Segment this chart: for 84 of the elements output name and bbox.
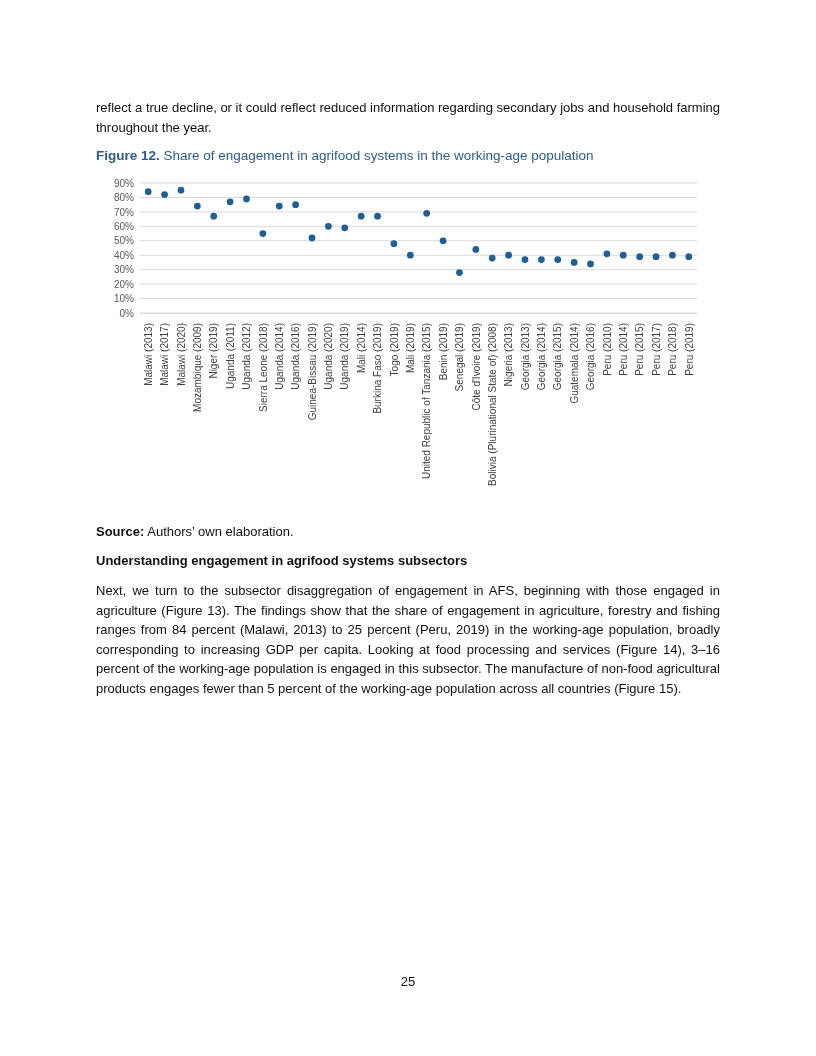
x-tick-label: Uganda (2019) bbox=[339, 323, 351, 390]
x-tick-label: Burkina Faso (2019) bbox=[372, 323, 384, 414]
point bbox=[652, 253, 660, 261]
point bbox=[308, 234, 316, 242]
x-tick-label: Georgia (2015) bbox=[552, 323, 564, 391]
y-tick-label: 60% bbox=[113, 221, 135, 233]
point bbox=[325, 222, 332, 230]
x-tick-label: Benin (2019) bbox=[437, 323, 449, 381]
x-tick-label: Mozambique (2009) bbox=[192, 323, 204, 412]
x-tick-label: Peru (2010) bbox=[601, 323, 613, 376]
source-note: Source: Authors’ own elaboration. bbox=[96, 524, 294, 539]
x-tick-label: Guinea-Bissau (2019) bbox=[306, 323, 318, 421]
point bbox=[570, 259, 578, 266]
x-tick-label: Uganda (2014) bbox=[273, 323, 285, 390]
x-tick-label: Uganda (2016) bbox=[290, 323, 302, 390]
x-tick-label: Niger (2019) bbox=[208, 323, 220, 379]
point bbox=[423, 209, 431, 217]
point bbox=[472, 246, 480, 253]
x-tick-label: Malawi (2013) bbox=[142, 323, 154, 386]
x-tick-label: Malawi (2017) bbox=[159, 323, 171, 386]
y-tick-label: 50% bbox=[113, 235, 135, 247]
text: 25 bbox=[399, 973, 417, 991]
point bbox=[243, 195, 250, 203]
x-tick-label: Mali (2014) bbox=[355, 323, 367, 374]
point bbox=[521, 256, 529, 263]
x-tick-label: Senegal (2019) bbox=[454, 323, 466, 392]
x-tick-label: Georgia (2013) bbox=[519, 323, 531, 391]
point bbox=[406, 251, 414, 259]
y-tick-label: 80% bbox=[113, 192, 135, 204]
y-tick-label: 30% bbox=[113, 264, 135, 276]
x-tick-label: Uganda (2020) bbox=[323, 323, 335, 390]
point bbox=[554, 256, 562, 263]
point bbox=[357, 212, 365, 220]
y-tick-label: 40% bbox=[113, 249, 135, 261]
point bbox=[259, 230, 267, 237]
point bbox=[636, 253, 644, 261]
x-tick-label: Mali (2019) bbox=[405, 323, 417, 374]
x-tick-label: Georgia (2014) bbox=[536, 323, 548, 391]
point bbox=[144, 188, 152, 196]
x-tick-label: Sierra Leone (2018) bbox=[257, 323, 269, 412]
point bbox=[374, 212, 381, 220]
y-tick-label: 10% bbox=[113, 293, 135, 305]
point bbox=[292, 201, 300, 209]
point bbox=[275, 202, 283, 210]
point bbox=[439, 237, 447, 245]
point bbox=[505, 251, 512, 259]
chart-title: Figure 12. Share of engagement in agrifood systems in the working-age population bbox=[96, 148, 594, 163]
x-tick-label: Uganda (2011) bbox=[224, 323, 236, 389]
point bbox=[685, 253, 693, 261]
point bbox=[390, 240, 398, 248]
point bbox=[619, 251, 627, 259]
text: Understanding engagement in agrifood systems subsectors bbox=[96, 552, 469, 570]
point bbox=[587, 260, 594, 268]
x-tick-label: Peru (2015) bbox=[634, 323, 646, 376]
x-tick-label: Côte d'Ivoire (2019) bbox=[470, 323, 482, 411]
text: reflect a true decline, or it could reflect reduced information regarding secondary jobs and household farming throughout the year. bbox=[96, 99, 720, 137]
point bbox=[226, 198, 234, 206]
x-tick-label: Nigeria (2013) bbox=[503, 323, 515, 387]
x-tick-label: Peru (2014) bbox=[617, 323, 629, 376]
text: Next, we turn to the subsector disaggregation of engagement in AFS, beginning with those engaged in agriculture (Figure 13). The findings show that the share of engagement in agriculture, forestry and fishing ranges from 84 percent (Malawi, 2013) to 25 percent (Peru, 2019) in the working-age population, broadly corresponding to increasing GDP per capita. Looking at food processing and services (Figure 14), 3–16 percent of the working-age population is engaged in this subsector. The manufacture of non-food agricultural products engages fewer than 5 percent of the working-age population across all countries (Figure 15). bbox=[96, 582, 720, 698]
y-tick-label: 90% bbox=[113, 177, 135, 189]
x-tick-label: Bolivia (Plurinational State of) (2008) bbox=[486, 323, 498, 486]
x-tick-label: Peru (2019) bbox=[683, 323, 695, 376]
point bbox=[341, 224, 349, 232]
point bbox=[210, 212, 218, 220]
point bbox=[603, 250, 611, 258]
point bbox=[669, 251, 676, 259]
y-tick-label: 0% bbox=[119, 307, 135, 319]
x-tick-label: Peru (2018) bbox=[667, 323, 679, 376]
y-tick-label: 20% bbox=[113, 278, 135, 290]
x-tick-label: Guatemala (2014) bbox=[568, 323, 580, 404]
point bbox=[537, 256, 545, 263]
x-tick-label: Malawi (2020) bbox=[175, 323, 187, 386]
x-tick-label: Togo (2019) bbox=[388, 323, 400, 377]
x-tick-label: Georgia (2016) bbox=[585, 323, 597, 391]
y-tick-label: 70% bbox=[113, 206, 135, 218]
x-tick-label: Uganda (2012) bbox=[241, 323, 253, 390]
point bbox=[161, 191, 168, 198]
point bbox=[456, 269, 463, 276]
point bbox=[193, 202, 201, 210]
x-tick-label: United Republic of Tanzania (2015) bbox=[421, 323, 433, 480]
x-tick-label: Peru (2017) bbox=[650, 323, 662, 376]
point bbox=[488, 254, 496, 262]
point bbox=[177, 186, 185, 194]
